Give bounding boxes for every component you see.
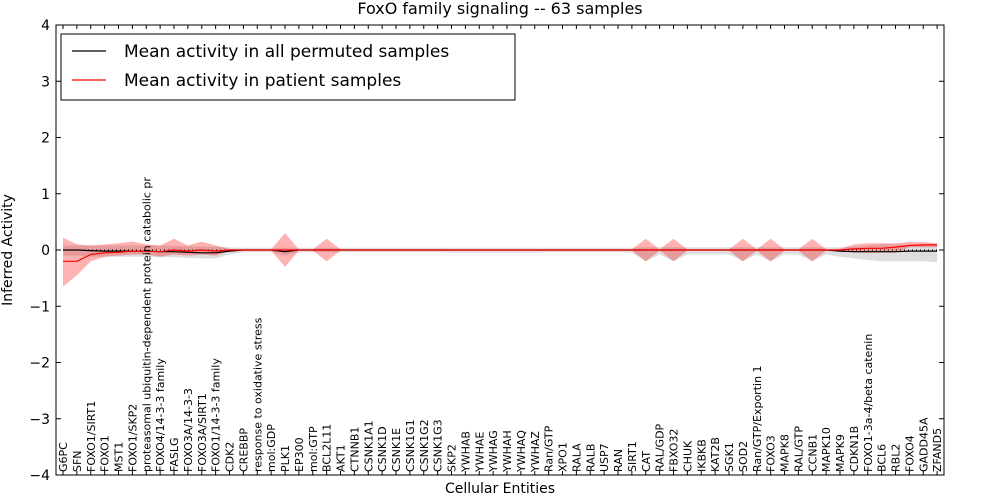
x-tick-label: YWHAB — [459, 431, 472, 473]
x-tick-label: SGK1 — [723, 442, 736, 472]
x-tick-label: CSNK1G2 — [418, 419, 431, 472]
x-tick-label: mol:GDP — [265, 424, 278, 472]
x-tick-label: FOXO1/14-3-3 family — [210, 358, 223, 472]
x-tick-label: G6PC — [57, 442, 70, 472]
band-permuted — [63, 244, 938, 263]
y-tick-label: −3 — [29, 412, 50, 428]
x-axis: G6PC SFN FOXO1/SIRT1 FOXO1 MST1 FOXO1/SKP2 pro… — [57, 25, 944, 475]
x-tick-label: CAT — [640, 451, 653, 472]
x-tick-label: CTNNB1 — [348, 427, 361, 472]
x-axis-label: Cellular Entities — [445, 481, 555, 497]
y-tick-label: 2 — [41, 131, 50, 147]
y-axis-label: Inferred Activity — [0, 194, 16, 306]
x-tick-label: CDK2 — [224, 442, 237, 472]
x-tick-label: RAN — [612, 449, 625, 472]
x-tick-label: RALA — [570, 443, 583, 472]
x-tick-label: IKBKB — [695, 439, 708, 472]
x-tick-label: CSNK1G3 — [432, 419, 445, 472]
y-tick-label: 4 — [41, 18, 50, 34]
x-tick-label: FOXO3A/14-3-3 — [182, 388, 195, 472]
x-tick-label: CHUK — [681, 440, 694, 472]
legend-box — [60, 33, 516, 101]
x-tick-label: CSNK1G1 — [404, 419, 417, 472]
x-tick-label: RALB — [584, 444, 597, 472]
y-tick-label: 0 — [41, 243, 50, 259]
x-tick-label: BCL2L11 — [321, 424, 334, 472]
x-tick-label: YWHAG — [487, 430, 500, 473]
x-tick-label: SIRT1 — [626, 441, 639, 472]
x-tick-label: SFN — [71, 450, 84, 472]
x-tick-label: FBXO32 — [668, 429, 681, 472]
x-tick-label: Ran/GTP/Exportin 1 — [751, 365, 764, 472]
x-tick-label: response to oxidative stress — [251, 317, 264, 472]
x-tick-label: KAT2B — [709, 437, 722, 472]
x-tick-label: RAL/GTP — [792, 426, 805, 472]
legend-label-permuted: Mean activity in all permuted samples — [124, 42, 449, 62]
x-tick-label: CREBBP — [237, 428, 250, 472]
y-tick-label: −2 — [29, 356, 50, 372]
y-tick-label: 3 — [41, 74, 50, 90]
x-tick-label: XPO1 — [557, 442, 570, 472]
x-tick-label: MAPK8 — [779, 434, 792, 472]
x-tick-label: FOXO1/SIRT1 — [85, 401, 98, 472]
x-tick-label: CSNK1D — [376, 426, 389, 472]
legend-label-patient: Mean activity in patient samples — [124, 71, 401, 91]
x-tick-label: EP300 — [293, 437, 306, 472]
x-tick-label: mol:GTP — [307, 426, 320, 472]
x-tick-label: FOXO1 — [99, 435, 112, 472]
x-tick-label: PLK1 — [279, 445, 292, 472]
band-patient — [63, 233, 938, 287]
x-tick-label: ZFAND5 — [931, 428, 944, 472]
x-tick-label: FOXO3A/SIRT1 — [196, 393, 209, 472]
series-line-patient — [63, 244, 938, 262]
legend: Mean activity in all permuted samples Me… — [60, 33, 516, 101]
x-tick-label: FOXO4/14-3-3 family — [154, 358, 167, 472]
x-tick-label: Ran/GTP — [543, 425, 556, 472]
x-tick-label: FOXO4 — [903, 435, 916, 472]
x-tick-label: FOXO3 — [765, 435, 778, 472]
x-tick-label: MST1 — [113, 442, 126, 472]
x-tick-label: RBL2 — [890, 444, 903, 472]
y-axis: 4 3 2 1 0 −1 −2 −3 −4 — [29, 18, 944, 484]
x-tick-label: FOXO1/SKP2 — [126, 404, 139, 472]
x-tick-label: YWHAQ — [515, 430, 528, 473]
x-tick-label: USP7 — [598, 443, 611, 472]
x-tick-label: CSNK1A1 — [362, 420, 375, 472]
x-tick-label: FASLG — [168, 438, 181, 472]
x-tick-label: FOXO1-3a-4/beta catenin — [862, 334, 875, 472]
x-tick-label: SOD2 — [737, 441, 750, 472]
x-tick-label: YWHAZ — [529, 431, 542, 473]
x-tick-label: YWHAE — [473, 432, 486, 473]
x-tick-label: MAPK10 — [820, 427, 833, 472]
y-tick-label: −4 — [29, 468, 50, 484]
chart-title: FoxO family signaling -- 63 samples — [357, 0, 642, 18]
x-tick-label: MAPK9 — [834, 434, 847, 472]
x-tick-label: CSNK1E — [390, 428, 403, 472]
x-tick-label: YWHAH — [501, 430, 514, 473]
y-tick-label: 1 — [41, 187, 50, 203]
y-tick-label: −1 — [29, 299, 50, 315]
x-tick-label: GADD45A — [917, 417, 930, 472]
x-tick-label: RAL/GDP — [654, 423, 667, 472]
x-tick-label: proteasomal ubiquitin-dependent protein … — [140, 177, 153, 472]
x-tick-label: CCNB1 — [806, 434, 819, 472]
x-tick-label: AKT1 — [335, 444, 348, 472]
x-tick-label: CDKN1B — [848, 426, 861, 472]
x-tick-label: BCL6 — [876, 444, 889, 472]
x-tick-label: SKP2 — [446, 444, 459, 472]
